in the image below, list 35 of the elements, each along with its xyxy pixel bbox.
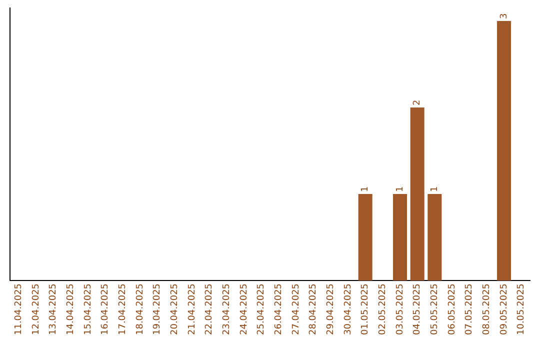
data-label: 1 xyxy=(395,186,406,192)
x-tick-label: 21.04.2025 xyxy=(187,283,198,335)
x-tick-label: 18.04.2025 xyxy=(135,283,146,335)
x-tick-label: 01.05.2025 xyxy=(360,283,371,335)
x-tick-label: 11.04.2025 xyxy=(14,283,24,335)
x-tick-label: 20.04.2025 xyxy=(170,283,180,335)
x-tick-label: 06.05.2025 xyxy=(447,283,458,335)
x-tick-label: 14.04.2025 xyxy=(66,283,76,335)
x-tick-label: 25.04.2025 xyxy=(256,283,267,335)
x-tick-label: 26.04.2025 xyxy=(274,283,284,335)
x-tick-label: 02.05.2025 xyxy=(378,283,388,335)
x-tick-label: 15.04.2025 xyxy=(83,283,94,335)
data-label: 1 xyxy=(430,186,440,192)
x-tick-label: 19.04.2025 xyxy=(152,283,163,335)
data-label: 2 xyxy=(412,100,423,106)
x-tick-label: 24.04.2025 xyxy=(239,283,250,335)
x-tick-label: 22.04.2025 xyxy=(204,283,215,335)
x-tick-label: 04.05.2025 xyxy=(412,283,423,335)
x-tick-label: 13.04.2025 xyxy=(48,283,59,335)
x-tick-label: 30.04.2025 xyxy=(343,283,354,335)
data-label: 1 xyxy=(360,186,371,192)
x-tick-label: 23.04.2025 xyxy=(222,283,232,335)
x-tick-label: 08.05.2025 xyxy=(482,283,492,335)
x-tick-label: 12.04.2025 xyxy=(31,283,42,335)
x-tick-label: 09.05.2025 xyxy=(499,283,510,335)
x-tick-label: 27.04.2025 xyxy=(291,283,302,335)
data-label: 3 xyxy=(499,13,510,19)
x-tick-label: 10.05.2025 xyxy=(516,283,527,335)
x-tick-label: 28.04.2025 xyxy=(308,283,319,335)
x-tick-label: 03.05.2025 xyxy=(395,283,406,335)
x-tick-label: 17.04.2025 xyxy=(118,283,128,335)
x-tick-label: 29.04.2025 xyxy=(326,283,336,335)
x-tick-label: 07.05.2025 xyxy=(464,283,475,335)
x-tick-label: 05.05.2025 xyxy=(430,283,440,335)
x-tick-label: 16.04.2025 xyxy=(100,283,111,335)
